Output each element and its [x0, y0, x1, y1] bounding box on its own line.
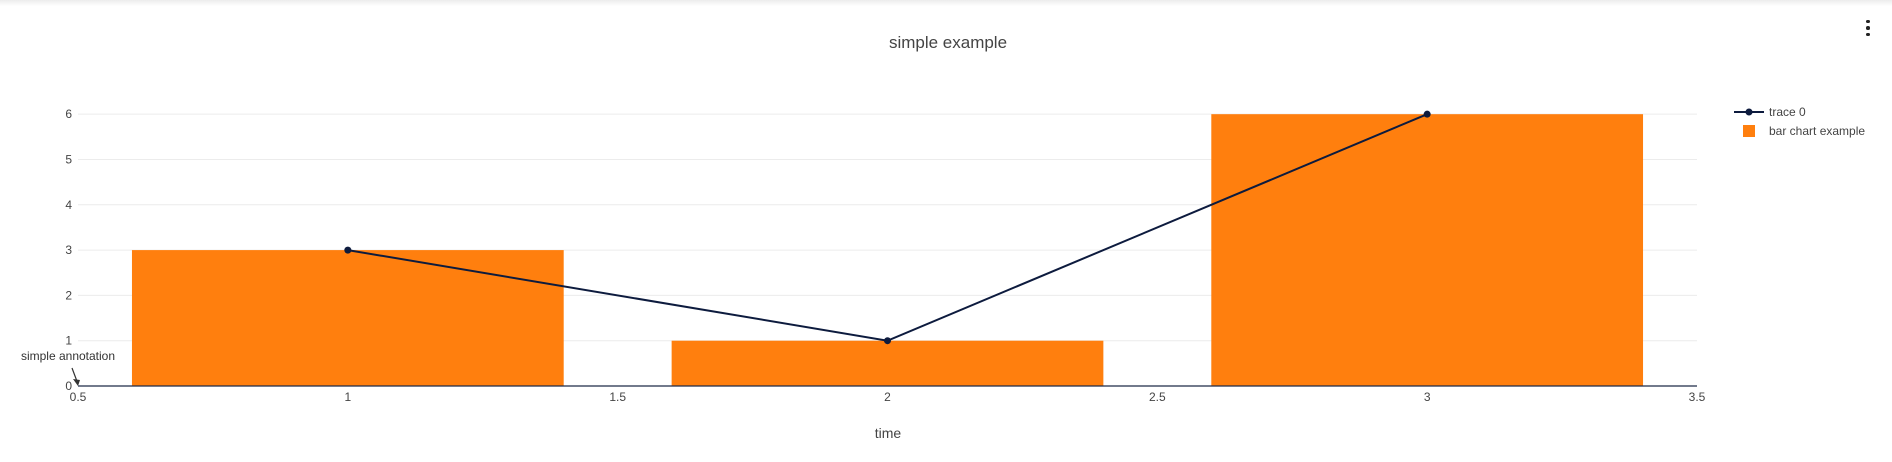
y-tick-label: 4 — [65, 198, 72, 212]
annotation-arrowhead — [73, 379, 80, 386]
y-tick-label: 5 — [65, 152, 72, 166]
legend-label-bar-chart-example: bar chart example — [1769, 124, 1865, 138]
bar[interactable] — [1211, 114, 1644, 386]
chart-title: simple example — [889, 33, 1007, 52]
legend-marker-swatch — [1745, 108, 1753, 116]
bar[interactable] — [671, 340, 1104, 386]
line-marker[interactable] — [1423, 110, 1431, 118]
annotation-text: simple annotation — [21, 349, 115, 363]
more-vertical-icon-dot — [1866, 32, 1870, 37]
x-tick-label: 1 — [344, 390, 351, 404]
annotation-layer: simple annotation — [21, 349, 115, 386]
x-axis-title: time — [875, 425, 902, 441]
axis-layer: 0 1 2 3 4 5 6 0.5 1 1.5 2 2.5 3 3.5 — [65, 107, 1705, 404]
line-marker[interactable] — [344, 246, 352, 254]
x-tick-label: 3.5 — [1689, 390, 1706, 404]
legend-item-bar-chart-example[interactable]: bar chart example — [1743, 124, 1865, 138]
y-tick-label: 1 — [65, 334, 72, 348]
legend-label-trace-0: trace 0 — [1769, 105, 1806, 119]
x-tick-label: 1.5 — [609, 390, 626, 404]
x-tick-label: 0.5 — [70, 390, 87, 404]
line-layer — [344, 110, 1431, 345]
legend-item-trace-0[interactable]: trace 0 — [1734, 105, 1806, 119]
more-vertical-icon — [1866, 19, 1870, 24]
line-marker[interactable] — [884, 337, 891, 345]
more-vertical-icon-dot — [1866, 26, 1870, 30]
top-shadow — [0, 0, 1892, 6]
x-tick-label: 3 — [1424, 390, 1431, 404]
x-tick-label: 2 — [884, 390, 891, 404]
y-tick-label: 2 — [65, 288, 72, 302]
more-options-button[interactable] — [1858, 16, 1878, 40]
y-tick-label: 0 — [65, 379, 72, 393]
bar-layer — [131, 114, 1644, 386]
y-tick-label: 3 — [65, 243, 72, 257]
legend-bar-swatch — [1743, 125, 1755, 137]
legend: trace 0 bar chart example — [1734, 105, 1865, 138]
bar[interactable] — [131, 250, 564, 386]
y-tick-label: 6 — [65, 107, 72, 121]
x-tick-label: 2.5 — [1149, 390, 1166, 404]
